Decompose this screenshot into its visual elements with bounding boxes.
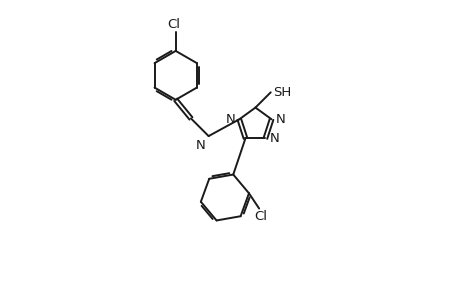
Text: N: N [269,132,279,145]
Text: N: N [225,113,235,126]
Text: Cl: Cl [254,210,267,223]
Text: Cl: Cl [167,18,180,31]
Text: N: N [196,139,206,152]
Text: SH: SH [273,86,291,99]
Text: N: N [275,113,285,126]
